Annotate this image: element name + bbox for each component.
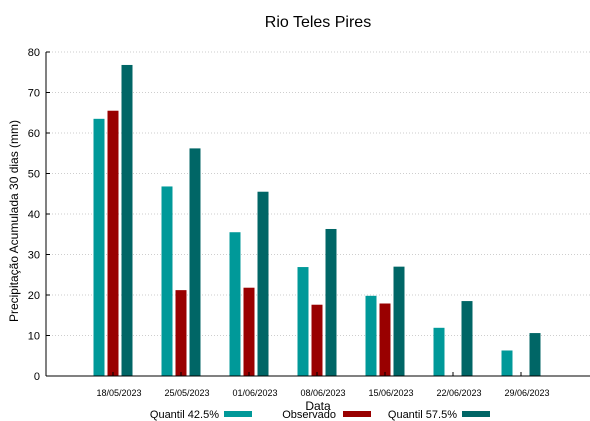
bar [175,290,187,376]
bar [461,301,473,376]
bar [189,148,201,376]
x-tick-label: 08/06/2023 [300,388,345,398]
grid [46,51,590,336]
legend-label: Observado [282,409,336,421]
legend-label: Quantil 42.5% [150,409,219,421]
y-tick-label: 50 [28,169,40,181]
x-tick-label: 18/05/2023 [96,388,141,398]
y-tick-label: 70 [28,88,40,100]
bar [393,266,405,376]
y-tick-label: 0 [34,371,40,383]
x-axis-label: Data [305,399,331,413]
y-tick-label: 20 [28,290,40,302]
bar [311,304,323,376]
x-ticks: 18/05/2023 25/05/2023 01/06/2023 08/06/2023… [96,372,550,398]
legend-swatch [343,411,371,417]
bar [379,303,391,376]
y-tick-label: 10 [28,331,40,343]
bar [107,110,119,376]
bar [529,333,541,376]
x-tick-label: 29/06/2023 [504,388,549,398]
bar [161,186,173,376]
legend: Quantil 42.5% Observado Quantil 57.5% [150,409,490,421]
bar [501,350,513,376]
y-ticks: 0 10 20 30 40 50 60 70 80 [28,47,50,383]
bar [365,295,377,376]
bar [433,327,445,376]
y-tick-label: 80 [28,47,40,59]
bars [93,64,541,377]
legend-swatch [462,411,490,417]
legend-swatch [224,411,252,417]
y-tick-label: 40 [28,209,40,221]
bar [297,267,309,376]
bar [93,118,105,376]
x-tick-label: 15/06/2023 [368,388,413,398]
bar [325,228,337,376]
x-tick-label: 25/05/2023 [164,388,209,398]
x-tick-label: 22/06/2023 [436,388,481,398]
bar [257,191,269,376]
legend-label: Quantil 57.5% [388,409,457,421]
bar [243,287,255,376]
y-axis-label: Precipitação Acumulada 30 dias (mm) [7,120,21,322]
bar [229,232,241,376]
y-tick-label: 30 [28,250,40,262]
chart-title: Rio Teles Pires [265,14,371,31]
bar [121,64,133,377]
y-tick-label: 60 [28,128,40,140]
x-tick-label: 01/06/2023 [232,388,277,398]
